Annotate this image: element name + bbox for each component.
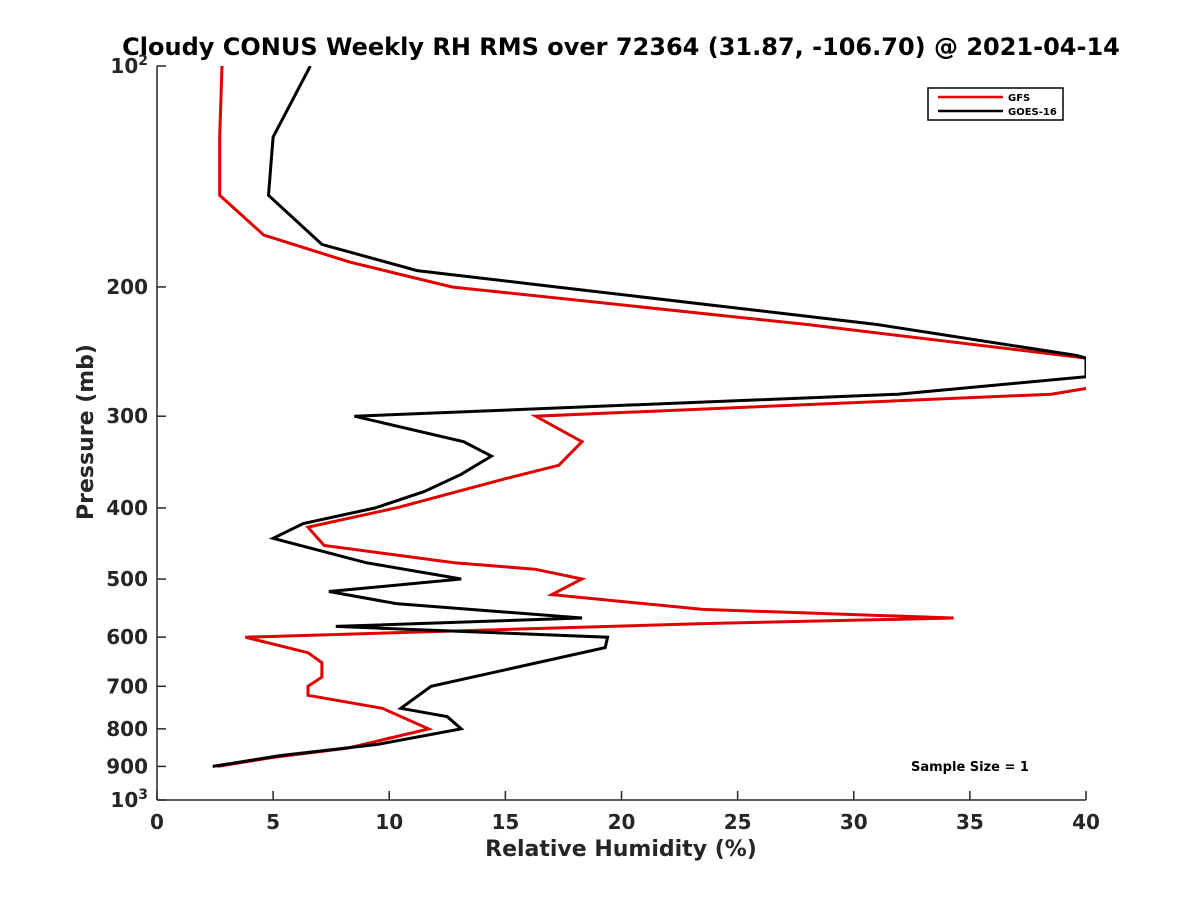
legend-box	[927, 87, 1064, 121]
x-tick-label: 30	[840, 810, 868, 834]
x-tick-label: 15	[491, 810, 519, 834]
y-tick-label: 600	[106, 625, 148, 649]
x-tick-label: 25	[724, 810, 752, 834]
y-tick-label: 900	[106, 754, 148, 778]
x-tick-label: 40	[1072, 810, 1100, 834]
series-layer	[212, 66, 1086, 768]
y-tick-label: 500	[106, 567, 148, 591]
x-tick-label: 10	[375, 810, 403, 834]
y-tick-label: 103	[110, 787, 148, 812]
y-axis-ticks: 102 200 300 400 500 600 700 800 900 103	[106, 53, 166, 812]
chart-title: Cloudy CONUS Weekly RH RMS over 72364 (3…	[122, 33, 1120, 61]
y-tick-label: 800	[106, 717, 148, 741]
x-axis-label: Relative Humidity (%)	[485, 837, 757, 862]
sample-size-annotation: Sample Size = 1	[911, 760, 1029, 775]
x-tick-label: 0	[150, 810, 164, 834]
x-tick-label: 20	[608, 810, 636, 834]
series-line-gfs	[217, 66, 1086, 768]
y-tick-label: 400	[106, 496, 148, 520]
x-axis-ticks: 0 5 10 15 20 25 30 35 40	[150, 791, 1100, 834]
legend: GFS GOES-16	[927, 87, 1064, 121]
y-tick-label: 102	[110, 53, 148, 78]
y-tick-label: 300	[106, 404, 148, 428]
x-tick-label: 35	[956, 810, 984, 834]
legend-label-goes16: GOES-16	[1008, 107, 1057, 118]
x-tick-label: 5	[266, 810, 280, 834]
plot-area	[156, 66, 1086, 801]
y-axis-label: Pressure (mb)	[74, 344, 99, 520]
y-tick-label: 700	[106, 674, 148, 698]
legend-label-gfs: GFS	[1008, 93, 1030, 104]
series-line-goes16	[212, 66, 1086, 768]
y-tick-label: 200	[106, 275, 148, 299]
